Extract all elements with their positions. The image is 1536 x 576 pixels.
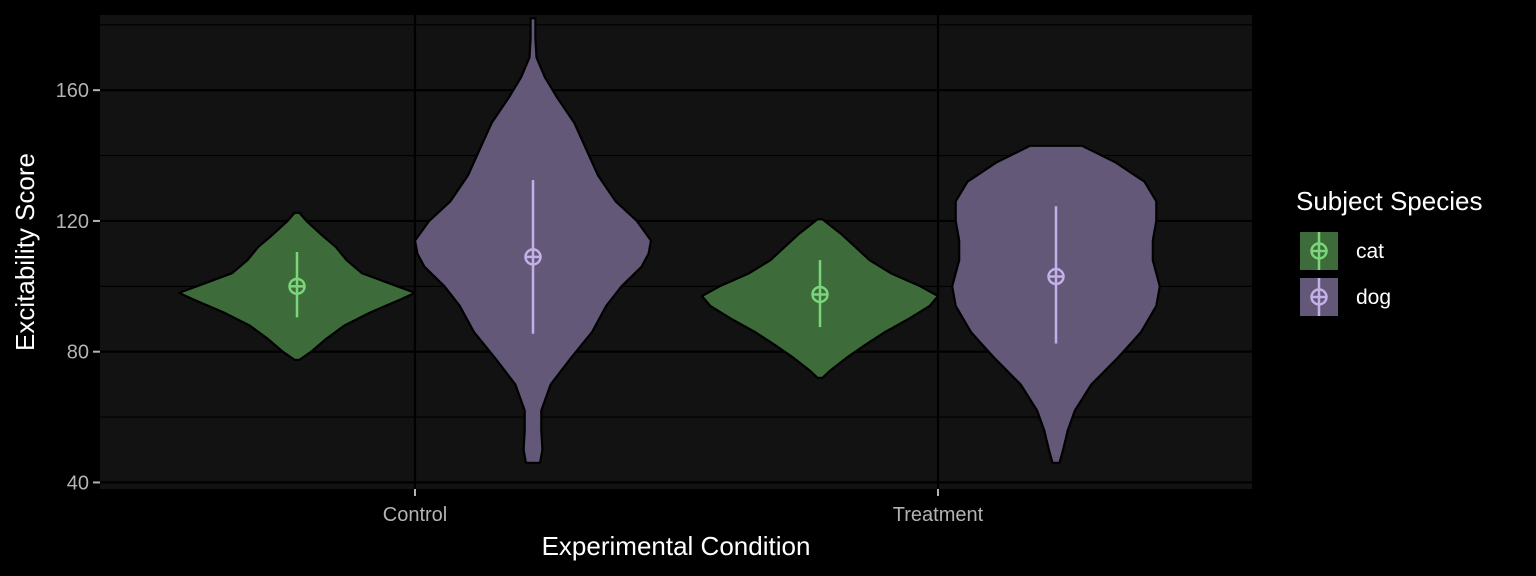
x-tick-label: Control xyxy=(383,504,447,526)
y-tick-label: 160 xyxy=(56,80,89,102)
x-axis: Control Treatment xyxy=(383,489,984,526)
y-tick-label: 80 xyxy=(67,342,89,364)
y-axis: 40 80 120 160 xyxy=(56,80,100,494)
legend-label: dog xyxy=(1356,286,1391,309)
legend-item-cat: cat xyxy=(1300,232,1384,270)
violins xyxy=(177,17,1161,464)
legend: Subject Species cat dog xyxy=(1296,186,1482,316)
x-axis-title: Experimental Condition xyxy=(542,531,811,561)
y-tick-label: 120 xyxy=(56,211,89,233)
y-axis-title: Excitability Score xyxy=(10,153,40,351)
y-tick-label: 40 xyxy=(67,472,89,494)
x-tick-label: Treatment xyxy=(893,504,984,526)
legend-label: cat xyxy=(1356,240,1384,263)
legend-item-dog: dog xyxy=(1300,278,1391,316)
legend-title: Subject Species xyxy=(1296,186,1482,216)
